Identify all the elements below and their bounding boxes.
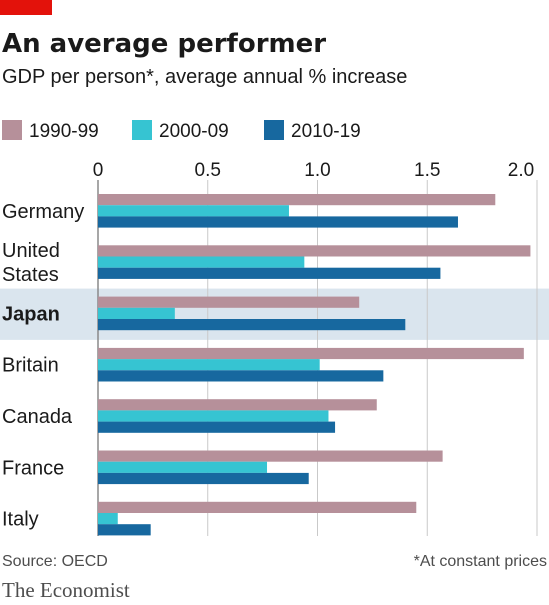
bar-1990-99 bbox=[98, 347, 524, 360]
bar-2010-19 bbox=[98, 216, 458, 228]
category-label: Britain bbox=[2, 355, 59, 377]
bar-2010-19 bbox=[98, 319, 406, 331]
x-tick-label: 0 bbox=[93, 160, 104, 181]
bar-1990-99 bbox=[98, 245, 531, 257]
x-axis-ticks: 0 0.5 1.0 1.5 2.0 bbox=[93, 160, 535, 181]
legend: 1990-99 2000-09 2010-19 bbox=[2, 120, 361, 142]
bars bbox=[98, 194, 531, 536]
bar-2000-09 bbox=[98, 205, 289, 217]
bar-1990-99 bbox=[98, 399, 377, 411]
x-tick-label: 2.0 bbox=[508, 160, 534, 181]
highlight-row bbox=[0, 288, 549, 340]
bar-2010-19 bbox=[98, 267, 441, 279]
bar-1990-99 bbox=[98, 194, 496, 206]
bar-2000-09 bbox=[98, 513, 118, 525]
legend-label-2010-19: 2010-19 bbox=[291, 121, 361, 142]
legend-label-2000-09: 2000-09 bbox=[159, 121, 229, 142]
category-label: Japan bbox=[2, 303, 60, 325]
source-note: Source: OECD bbox=[2, 553, 108, 570]
bar-1990-99 bbox=[98, 296, 360, 308]
legend-swatch-2000-09 bbox=[132, 120, 152, 140]
bar-2010-19 bbox=[98, 472, 309, 485]
brand-tag bbox=[0, 0, 52, 15]
category-label: Germany bbox=[2, 201, 84, 223]
bar-2000-09 bbox=[98, 359, 320, 371]
x-tick-label: 1.0 bbox=[304, 160, 330, 181]
bar-1990-99 bbox=[98, 450, 443, 462]
chart-subtitle: GDP per person*, average annual % increa… bbox=[2, 66, 407, 88]
x-tick-label: 1.5 bbox=[414, 160, 440, 181]
category-label: Italy bbox=[2, 509, 39, 531]
bar-2010-19 bbox=[98, 524, 151, 536]
category-label: States bbox=[2, 264, 59, 286]
legend-label-1990-99: 1990-99 bbox=[29, 121, 99, 142]
chart-title: An average performer bbox=[2, 29, 326, 59]
legend-swatch-1990-99 bbox=[2, 120, 22, 140]
bar-2010-19 bbox=[98, 370, 384, 382]
bar-1990-99 bbox=[98, 501, 417, 513]
legend-swatch-2010-19 bbox=[264, 120, 284, 140]
category-label: United bbox=[2, 240, 60, 262]
bar-2000-09 bbox=[98, 307, 175, 319]
x-tick-label: 0.5 bbox=[195, 160, 221, 181]
footnote: *At constant prices bbox=[414, 553, 547, 570]
category-label: France bbox=[2, 457, 64, 479]
bar-2000-09 bbox=[98, 461, 268, 473]
publisher-logo: The Economist bbox=[2, 578, 130, 602]
category-label: Canada bbox=[2, 406, 73, 428]
bar-2000-09 bbox=[98, 256, 305, 268]
highlight-band bbox=[0, 288, 549, 340]
bar-2000-09 bbox=[98, 410, 329, 422]
bar-2010-19 bbox=[98, 421, 336, 433]
